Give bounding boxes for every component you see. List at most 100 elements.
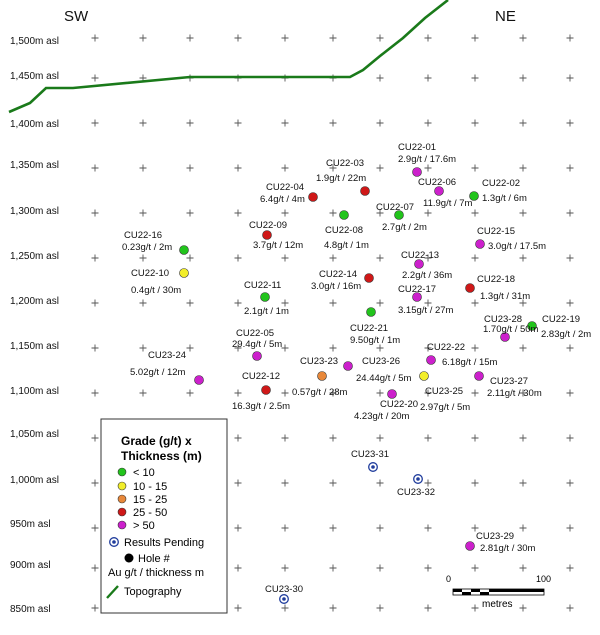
grid-cross — [519, 344, 527, 352]
hole-marker-cu22-07[interactable] — [394, 210, 404, 220]
grid-cross — [566, 389, 574, 397]
grid-cross — [471, 344, 479, 352]
hole-result-label: 3.0g/t / 17.5m — [488, 241, 546, 252]
grid-cross — [519, 74, 527, 82]
hole-marker-cu22-03[interactable] — [360, 186, 370, 196]
hole-marker-cu22-21[interactable] — [366, 307, 376, 317]
hole-result-label: 6.4g/t / 4m — [260, 194, 305, 205]
grid-cross — [234, 254, 242, 262]
grid-cross — [376, 209, 384, 217]
hole-marker-cu23-27[interactable] — [474, 371, 484, 381]
grid-cross — [519, 434, 527, 442]
legend-swatch-25to50 — [117, 507, 127, 517]
grid-cross — [424, 299, 432, 307]
grid-cross — [281, 604, 289, 612]
hole-marker-cu22-09[interactable] — [262, 230, 272, 240]
hole-marker-cu22-19[interactable] — [527, 321, 537, 331]
hole-id-label: CU23-25 — [425, 386, 463, 397]
hole-id-label: CU22-20 — [380, 399, 418, 410]
grid-cross — [519, 524, 527, 532]
grid-cross — [329, 344, 337, 352]
hole-marker-cu22-08[interactable] — [339, 210, 349, 220]
grid-cross — [91, 524, 99, 532]
hole-marker-cu22-14[interactable] — [364, 273, 374, 283]
pending-hole-label: CU23-32 — [397, 487, 435, 498]
grid-cross — [376, 604, 384, 612]
hole-marker-cu23-23[interactable] — [317, 371, 327, 381]
hole-marker-cu23-24[interactable] — [194, 375, 204, 385]
grid-cross — [329, 564, 337, 572]
grid-cross — [91, 209, 99, 217]
grid-cross — [139, 299, 147, 307]
hole-result-label: 16.3g/t / 2.5m — [232, 401, 290, 412]
hole-id-label: CU22-14 — [319, 269, 357, 280]
hole-marker-cu22-18[interactable] — [465, 283, 475, 293]
hole-result-label: 29.4g/t / 5m — [232, 339, 282, 350]
hole-marker-cu23-25[interactable] — [419, 371, 429, 381]
grid-cross — [91, 604, 99, 612]
hole-marker-cu22-02[interactable] — [469, 191, 479, 201]
elevation-label: 1,450m asl — [10, 71, 59, 82]
hole-marker-cu22-15[interactable] — [475, 239, 485, 249]
hole-marker-cu22-06[interactable] — [434, 186, 444, 196]
hole-id-label: CU22-17 — [398, 284, 436, 295]
grid-cross — [234, 119, 242, 127]
hole-marker-cu22-20[interactable] — [387, 389, 397, 399]
hole-result-label: 9.50g/t / 1m — [350, 335, 400, 346]
grid-cross — [566, 479, 574, 487]
elevation-label: 1,050m asl — [10, 429, 59, 440]
grid-cross — [139, 254, 147, 262]
hole-marker-cu22-16[interactable] — [179, 245, 189, 255]
hole-marker-cu22-04[interactable] — [308, 192, 318, 202]
hole-marker-cu22-10[interactable] — [179, 268, 189, 278]
sw-direction-label: SW — [64, 8, 89, 25]
hole-id-label: CU23-26 — [362, 356, 400, 367]
hole-id-label: CU22-08 — [325, 225, 363, 236]
hole-result-label: 11.9g/t / 7m — [423, 198, 473, 209]
grid-cross — [139, 119, 147, 127]
pending-marker-cu23-30[interactable] — [279, 594, 289, 604]
hole-marker-cu22-11[interactable] — [260, 292, 270, 302]
pending-holes: CU23-30 CU23-31 CU23-32 — [265, 449, 435, 604]
grid-cross — [91, 479, 99, 487]
pending-marker-cu23-31[interactable] — [368, 462, 378, 472]
grid-cross — [566, 564, 574, 572]
hole-marker-cu23-29[interactable] — [465, 541, 475, 551]
legend-swatch-10to15 — [117, 481, 127, 491]
grid-cross — [281, 254, 289, 262]
grid-cross — [376, 34, 384, 42]
hole-marker-cu22-17[interactable] — [412, 292, 422, 302]
elevation-label: 1,150m asl — [10, 341, 59, 352]
grid-cross — [329, 254, 337, 262]
grid-cross — [376, 479, 384, 487]
grid-cross — [139, 34, 147, 42]
grid-cross — [281, 34, 289, 42]
elevation-label: 1,350m asl — [10, 160, 59, 171]
hole-marker-cu22-22[interactable] — [426, 355, 436, 365]
grid-cross — [566, 164, 574, 172]
grid-cross — [139, 164, 147, 172]
grid-cross — [186, 344, 194, 352]
grid-cross — [519, 119, 527, 127]
hole-marker-cu22-05[interactable] — [252, 351, 262, 361]
hole-marker-cu22-12[interactable] — [261, 385, 271, 395]
hole-marker-cu23-26[interactable] — [343, 361, 353, 371]
hole-marker-cu22-01[interactable] — [412, 167, 422, 177]
hole-id-label: CU22-03 — [326, 158, 364, 169]
hole-id-label: CU22-21 — [350, 323, 388, 334]
grid-cross — [281, 524, 289, 532]
pending-hole-label: CU23-30 — [265, 584, 303, 595]
grid-cross — [424, 209, 432, 217]
hole-id-label: CU23-28 — [484, 314, 522, 325]
grid-cross — [471, 564, 479, 572]
pending-marker-cu23-32[interactable] — [413, 474, 423, 484]
grid-cross — [566, 524, 574, 532]
grid-cross — [471, 604, 479, 612]
grid-cross — [519, 564, 527, 572]
hole-marker-cu23-28[interactable] — [500, 332, 510, 342]
grid-cross — [471, 164, 479, 172]
hole-marker-cu22-13[interactable] — [414, 259, 424, 269]
elevation-label: 1,500m asl — [10, 36, 59, 47]
grid-cross — [186, 164, 194, 172]
